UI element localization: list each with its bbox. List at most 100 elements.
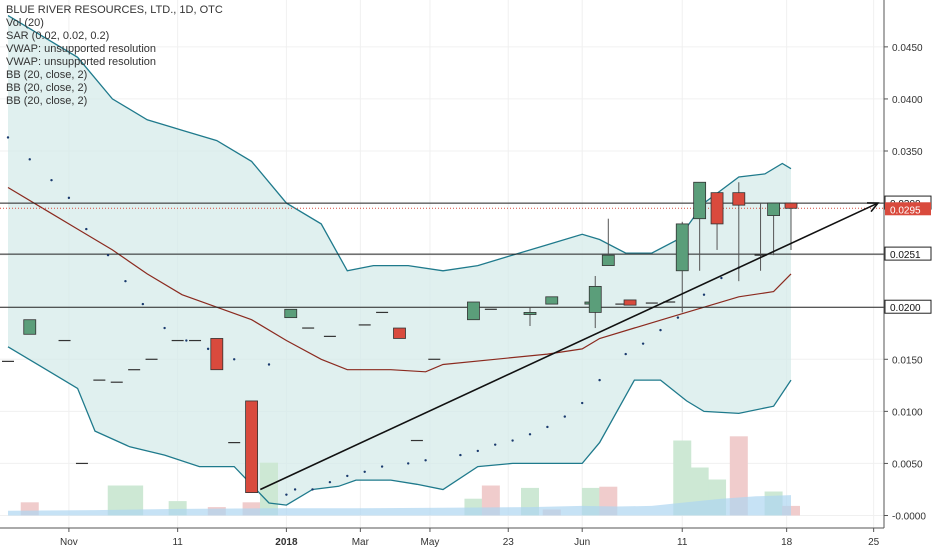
price-label: 0.0295	[890, 205, 921, 216]
legend-title: BLUE RIVER RESOURCES, LTD., 1D, OTC	[6, 4, 223, 16]
x-tick-label: 23	[503, 537, 515, 548]
sar-dot	[67, 196, 71, 200]
sar-dot	[624, 352, 627, 356]
candle-body	[601, 254, 615, 266]
y-tick-label: 0.0100	[892, 407, 923, 418]
sar-dot	[528, 433, 532, 436]
sar-dot	[233, 358, 236, 361]
sar-dot	[141, 302, 145, 306]
volume-bar	[673, 440, 692, 516]
volume-bar	[125, 485, 144, 516]
legend: BLUE RIVER RESOURCES, LTD., 1D, OTC Vol …	[6, 4, 223, 108]
sar-dot	[285, 493, 288, 496]
sar-dot	[476, 449, 479, 453]
level-label-box	[884, 299, 932, 314]
y-tick-label: 0.0050	[892, 459, 923, 470]
sar-dot	[6, 136, 10, 139]
sar-dot	[581, 401, 584, 405]
x-tick-label: 2018	[275, 537, 298, 548]
candle-body	[467, 301, 480, 321]
level-label: 0.0251	[890, 250, 921, 261]
sar-dot	[407, 462, 410, 465]
candle-body	[588, 285, 602, 313]
sar-dot	[459, 453, 462, 457]
sar-dot	[363, 470, 366, 473]
volume-ma	[8, 495, 791, 516]
sar-dots	[6, 136, 740, 496]
volume-bar	[729, 436, 748, 516]
sar-dot	[702, 293, 706, 296]
sar-dot	[206, 347, 210, 351]
sar-dot	[50, 178, 53, 182]
candle-body	[623, 299, 637, 306]
horizontal-lines	[0, 202, 884, 308]
candle-body	[767, 202, 780, 216]
candle-body	[393, 327, 406, 339]
y-tick-label: 0.0450	[892, 43, 923, 54]
x-tick-label: 11	[677, 537, 688, 548]
sar-dot	[641, 342, 645, 345]
trendline-arrowhead	[866, 202, 880, 213]
y-tick-label: -0.0000	[892, 512, 926, 523]
sar-dot	[598, 378, 601, 382]
sar-dot	[85, 227, 88, 231]
x-tick-label: Mar	[352, 537, 370, 548]
candle-body	[693, 181, 707, 220]
candle-body	[284, 308, 298, 319]
sar-dot	[163, 326, 166, 330]
sar-dot	[346, 474, 349, 478]
y-tick-label: 0.0350	[892, 147, 923, 158]
x-tick-label: 18	[781, 537, 793, 548]
legend-vwap-2: VWAP: unsupported resolution	[6, 56, 157, 68]
legend-bb-1: BB (20, close, 2)	[6, 69, 88, 81]
trendline	[259, 202, 879, 491]
x-tick-label: Nov	[60, 537, 78, 548]
candle-body	[523, 312, 537, 315]
legend-vol: Vol (20)	[6, 17, 44, 29]
x-tick-label: 25	[868, 537, 880, 548]
level-label: 0.0200	[890, 303, 921, 314]
x-tick-label: May	[420, 537, 439, 548]
x-tick-label: 11	[172, 537, 183, 548]
y-tick-label: 0.0150	[892, 355, 923, 366]
candle-body	[784, 202, 798, 209]
bollinger-lower-line	[7, 346, 792, 506]
sar-dot	[311, 488, 314, 491]
sar-dot	[124, 279, 127, 283]
sar-dot	[106, 253, 110, 257]
candle-body	[23, 319, 37, 335]
sar-dot	[659, 328, 662, 332]
axes	[0, 0, 888, 532]
volume-bar	[260, 462, 278, 516]
sar-dot	[293, 488, 297, 491]
bollinger-basis-line	[7, 186, 792, 373]
candle-body	[675, 223, 689, 272]
sar-dot	[267, 363, 271, 366]
x-tick-label: Jun	[574, 537, 590, 548]
candle-body	[210, 338, 224, 371]
sar-dot	[676, 316, 680, 319]
candles	[2, 181, 798, 493]
bollinger-band-fill	[8, 15, 791, 506]
sar-dot	[511, 439, 514, 442]
candle-body	[732, 192, 746, 206]
volume-ma-area	[8, 495, 791, 516]
sar-dot	[720, 276, 723, 280]
sar-dot	[28, 158, 31, 161]
sar-dot	[328, 480, 332, 484]
axis-labels: 0.04500.04000.03500.03000.02500.02000.01…	[60, 43, 932, 548]
legend-sar: SAR (0.02, 0.02, 0.2)	[6, 30, 110, 42]
sar-dot	[494, 443, 497, 446]
sar-dot	[563, 415, 566, 418]
trendline	[259, 202, 880, 491]
sar-dot	[185, 339, 188, 342]
legend-vwap-1: VWAP: unsupported resolution	[6, 43, 157, 55]
sar-dot	[546, 425, 549, 429]
legend-bb-3: BB (20, close, 2)	[6, 95, 88, 107]
sar-dot	[424, 459, 427, 462]
price-label-box	[885, 202, 931, 216]
candle-body	[710, 192, 724, 225]
candle-body	[245, 400, 259, 493]
